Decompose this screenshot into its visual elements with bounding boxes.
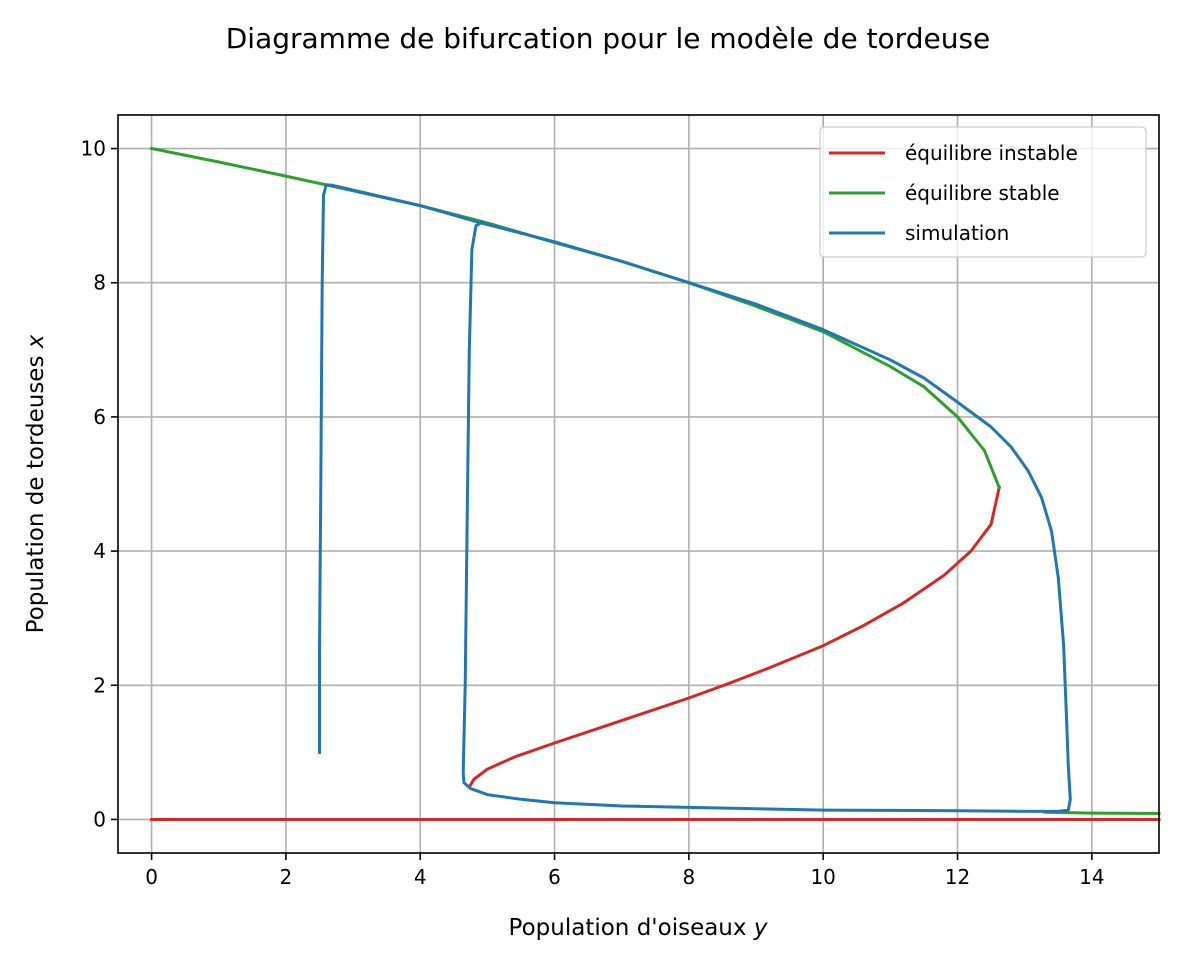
y-axis-label: Population de tordeuses x bbox=[23, 334, 49, 633]
series-line-simulation bbox=[318, 183, 1072, 813]
plot-frame bbox=[117, 114, 1160, 854]
y-tick-label: 0 bbox=[93, 807, 106, 831]
x-tick-label: 12 bbox=[945, 865, 970, 889]
x-tick-label: 6 bbox=[548, 865, 561, 889]
x-axis-label: Population d'oiseaux y bbox=[509, 915, 768, 941]
series-layer bbox=[149, 146, 1161, 821]
x-tick-label: 8 bbox=[683, 865, 696, 889]
y-axis-ticks: 0 2 4 6 8 10 bbox=[81, 137, 118, 831]
chart-title: Diagramme de bifurcation pour le modèle … bbox=[226, 22, 991, 55]
legend-label: équilibre instable bbox=[905, 141, 1078, 165]
x-tick-label: 10 bbox=[810, 865, 835, 889]
x-tick-label: 14 bbox=[1079, 865, 1104, 889]
series-line-equilibre-instable bbox=[467, 485, 1001, 788]
y-tick-label: 2 bbox=[93, 673, 106, 697]
x-tick-label: 2 bbox=[280, 865, 293, 889]
x-axis-ticks: 0 2 4 6 8 10 12 14 bbox=[145, 853, 1105, 889]
x-tick-label: 4 bbox=[414, 865, 427, 889]
x-tick-label: 0 bbox=[145, 865, 158, 889]
legend-label: simulation bbox=[905, 221, 1009, 245]
y-tick-label: 10 bbox=[81, 137, 106, 161]
legend: équilibre instable équilibre stable simula… bbox=[819, 126, 1147, 258]
y-tick-label: 8 bbox=[93, 271, 106, 295]
legend-box bbox=[819, 126, 1147, 258]
y-tick-label: 6 bbox=[93, 405, 106, 429]
y-tick-label: 4 bbox=[93, 539, 106, 563]
legend-label: équilibre stable bbox=[905, 181, 1060, 205]
